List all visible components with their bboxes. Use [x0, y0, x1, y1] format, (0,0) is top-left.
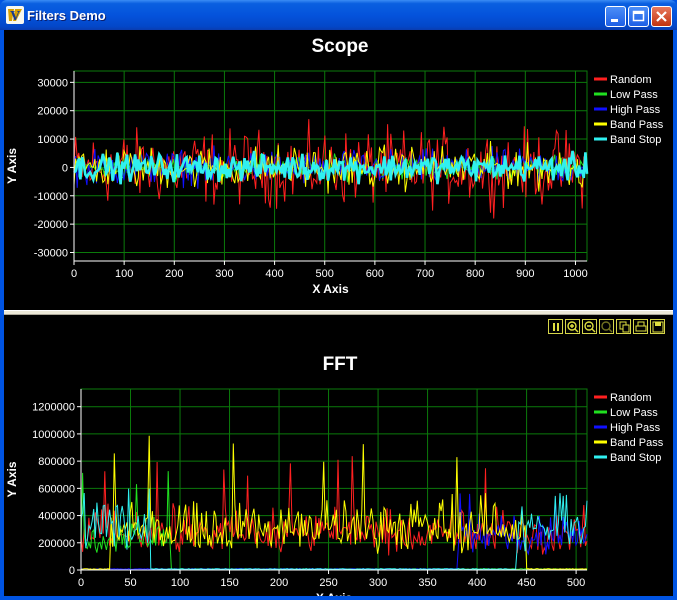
chart0-ytick-label-1: 20000	[37, 106, 68, 118]
maximize-button[interactable]	[628, 6, 649, 27]
chart1-xtick-label-10: 500	[567, 577, 585, 589]
chart1-legend-label-3: Band Pass	[610, 437, 664, 449]
chart0-xtick-label-8: 800	[466, 268, 484, 280]
zoom-reset-icon	[601, 321, 613, 333]
zoom-reset-button[interactable]	[599, 319, 614, 334]
chart1-legend-label-4: Band Stop	[610, 452, 661, 464]
zoom-out-button[interactable]	[582, 319, 597, 334]
chart1-xtick-label-8: 400	[468, 577, 486, 589]
svg-text:V: V	[9, 9, 20, 23]
save-button[interactable]	[650, 319, 665, 334]
chart0-title: Scope	[311, 36, 368, 57]
chart1-ytick-label-2: 800000	[38, 456, 75, 468]
zoom-out-icon	[584, 321, 596, 333]
chart0-xtick-label-6: 600	[366, 268, 384, 280]
chart1-ytick-label-0: 1200000	[32, 402, 75, 414]
chart1-legend: Random Low Pass High Pass Band Pass Band Sto…	[594, 392, 664, 464]
chart0-xtick-label-7: 700	[416, 268, 434, 280]
chart1-ytick-label-1: 1000000	[32, 429, 75, 441]
scilab-icon: V	[6, 6, 24, 24]
print-icon	[635, 321, 647, 332]
chart1-xtick-label-5: 250	[319, 577, 337, 589]
chart1-xlabel: X Axis	[316, 591, 353, 596]
chart0-xtick-label-3: 300	[215, 268, 233, 280]
chart0-ytick-label-5: -20000	[34, 219, 68, 231]
copy-button[interactable]	[616, 319, 631, 334]
chart1-xtick-label-3: 150	[220, 577, 238, 589]
panel-splitter[interactable]	[4, 310, 673, 315]
chart1-title: FFT	[323, 354, 358, 375]
chart1-xtick-label-9: 450	[517, 577, 535, 589]
chart1-series-band-stop	[80, 488, 588, 571]
chart0-xtick-label-5: 500	[316, 268, 334, 280]
title-bar[interactable]: V Filters Demo	[0, 0, 677, 30]
chart1-xtick-label-6: 300	[369, 577, 387, 589]
scope-chart[interactable]: Scope 0 100 200 300 400 500 600 700 800 900 1000 300…	[4, 30, 673, 310]
chart1-xtick-label-7: 350	[418, 577, 436, 589]
fft-chart[interactable]: FFT 0 50 100 150 200 250 300 350 400 450 500 1200000…	[4, 315, 673, 596]
chart1-ylabel: Y Axis	[5, 461, 19, 497]
close-button[interactable]	[651, 6, 672, 27]
chart1-ytick-label-4: 400000	[38, 511, 75, 523]
chart0-legend-label-4: Band Stop	[610, 134, 661, 146]
copy-icon	[619, 321, 630, 333]
chart0-xtick-label-4: 400	[265, 268, 283, 280]
chart0-ytick-label-6: -30000	[34, 247, 68, 259]
scope-panel[interactable]: Scope 0 100 200 300 400 500 600 700 800 900 1000 300…	[4, 30, 673, 310]
chart0-legend-label-3: Band Pass	[610, 119, 664, 131]
save-icon	[652, 321, 664, 333]
chart0-ylabel: Y Axis	[5, 148, 19, 184]
chart1-ytick-label-3: 600000	[38, 483, 75, 495]
chart1-legend-label-2: High Pass	[610, 422, 661, 434]
chart1-xtick-label-0: 0	[78, 577, 84, 589]
chart0-legend-label-2: High Pass	[610, 104, 661, 116]
chart1-xtick-label-2: 100	[171, 577, 189, 589]
chart0-xtick-label-0: 0	[71, 268, 77, 280]
client-area: Scope 0 100 200 300 400 500 600 700 800 900 1000 300…	[4, 30, 673, 596]
zoom-in-icon	[567, 321, 579, 333]
chart1-xtick-label-1: 50	[124, 577, 136, 589]
chart0-xtick-label-1: 100	[115, 268, 133, 280]
chart1-ytick-label-6: 0	[69, 565, 75, 577]
chart1-legend-label-0: Random	[610, 392, 652, 404]
pause-icon	[553, 323, 559, 331]
window-title: Filters Demo	[27, 8, 106, 23]
minimize-button[interactable]	[605, 6, 626, 27]
zoom-in-button[interactable]	[565, 319, 580, 334]
chart1-series-random	[80, 456, 588, 556]
chart0-legend-label-0: Random	[610, 74, 652, 86]
chart0-ytick-label-3: 0	[62, 162, 68, 174]
chart0-xtick-label-10: 1000	[563, 268, 587, 280]
chart1-ytick-label-5: 200000	[38, 538, 75, 550]
chart0-xtick-label-2: 200	[165, 268, 183, 280]
chart0-ytick-label-0: 30000	[37, 77, 68, 89]
chart0-series-band-stop	[73, 150, 589, 185]
chart0-legend: Random Low Pass High Pass Band Pass Band Sto…	[594, 74, 664, 146]
maximize-icon	[632, 10, 645, 22]
pause-button[interactable]	[548, 319, 563, 334]
close-icon	[656, 11, 667, 22]
fft-panel[interactable]: FFT 0 50 100 150 200 250 300 350 400 450 500 1200000…	[4, 315, 673, 596]
minimize-icon	[611, 19, 618, 22]
chart0-ytick-label-4: -10000	[34, 191, 68, 203]
chart1-legend-label-1: Low Pass	[610, 407, 658, 419]
chart0-xlabel: X Axis	[312, 282, 349, 296]
chart1-series-band-pass	[80, 435, 587, 571]
print-button[interactable]	[633, 319, 648, 334]
chart0-legend-label-1: Low Pass	[610, 89, 658, 101]
chart0-ytick-label-2: 10000	[37, 134, 68, 146]
chart1-xtick-label-4: 200	[270, 577, 288, 589]
chart0-xtick-label-9: 900	[516, 268, 534, 280]
